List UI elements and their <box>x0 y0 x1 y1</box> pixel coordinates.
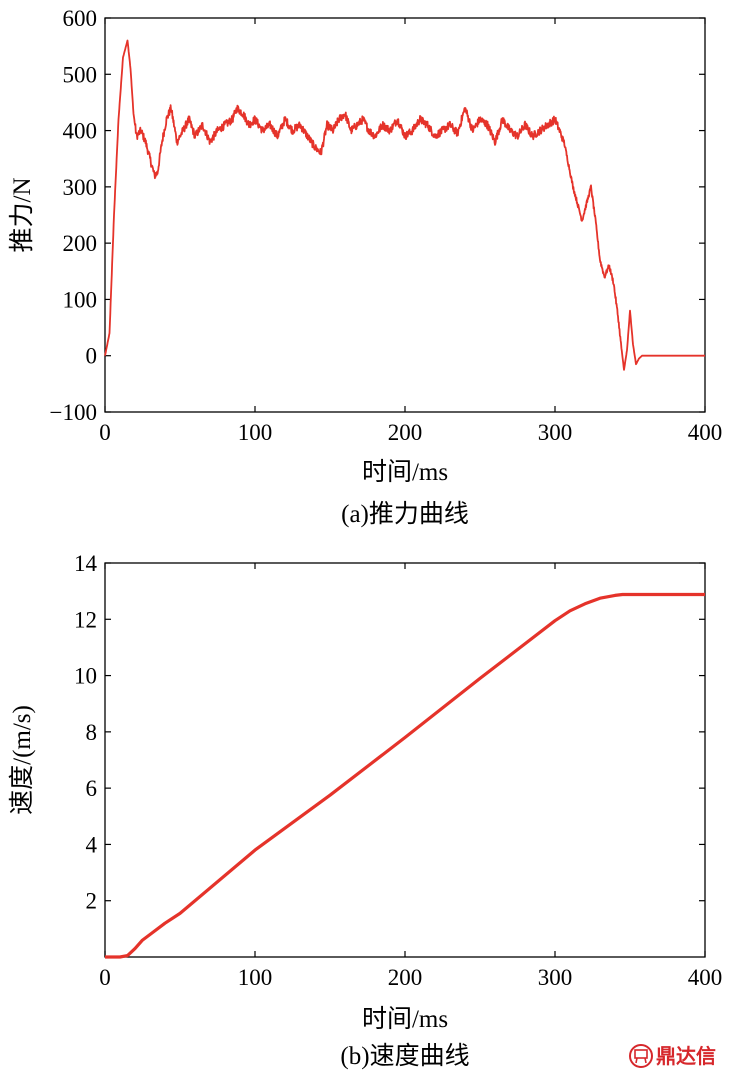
thrust-chart-caption: (a)推力曲线 <box>341 500 469 528</box>
dingdaxin-seal-icon <box>629 1044 653 1068</box>
thrust-y-tick-label: 100 <box>63 287 98 312</box>
thrust-x-axis-label: 时间/ms <box>362 458 448 486</box>
velocity-x-tick-label: 300 <box>538 965 573 990</box>
thrust-y-tick-label: 300 <box>63 175 98 200</box>
velocity-y-tick-label: 6 <box>86 776 98 801</box>
watermark-text: 鼎达信 <box>656 1044 716 1068</box>
thrust-y-tick-label: −100 <box>50 400 97 425</box>
velocity-x-tick-label: 100 <box>238 965 273 990</box>
velocity-x-tick-label: 200 <box>388 965 423 990</box>
thrust-x-tick-label: 400 <box>688 420 723 445</box>
velocity-y-tick-label: 8 <box>86 720 98 745</box>
thrust-y-axis-label: 推力/N <box>8 177 36 252</box>
velocity-chart: 0 100 200 300 400 2 4 6 8 10 12 14 时间/ms 速度/(m/s) (… <box>8 551 722 1070</box>
thrust-series-line <box>104 39 706 371</box>
thrust-y-tick-label: 600 <box>63 6 98 31</box>
thrust-y-tick-label: 400 <box>63 119 98 144</box>
velocity-y-axis-label: 速度/(m/s) <box>8 705 36 815</box>
watermark: 鼎达信 <box>629 1044 716 1068</box>
thrust-x-tick-label: 0 <box>99 420 111 445</box>
thrust-y-tick-label: 0 <box>86 344 98 369</box>
velocity-x-tick-label: 400 <box>688 965 723 990</box>
velocity-y-tick-label: 10 <box>74 664 97 689</box>
velocity-y-tick-label: 4 <box>86 832 98 857</box>
thrust-x-tick-label: 200 <box>388 420 423 445</box>
velocity-chart-caption: (b)速度曲线 <box>340 1042 469 1070</box>
velocity-ticks: 0 100 200 300 400 2 4 6 8 10 12 14 <box>74 551 722 990</box>
velocity-x-axis-label: 时间/ms <box>362 1005 448 1033</box>
thrust-y-tick-label: 500 <box>63 62 98 87</box>
velocity-plot-frame <box>104 562 706 958</box>
velocity-y-tick-label: 2 <box>86 889 98 914</box>
velocity-x-tick-label: 0 <box>99 965 111 990</box>
thrust-x-tick-label: 100 <box>238 420 273 445</box>
velocity-y-tick-label: 14 <box>74 551 98 576</box>
thrust-plot-frame <box>104 17 706 413</box>
thrust-y-tick-label: 200 <box>63 231 98 256</box>
thrust-x-tick-label: 300 <box>538 420 573 445</box>
velocity-series-line <box>105 592 705 959</box>
velocity-y-tick-label: 12 <box>74 607 97 632</box>
